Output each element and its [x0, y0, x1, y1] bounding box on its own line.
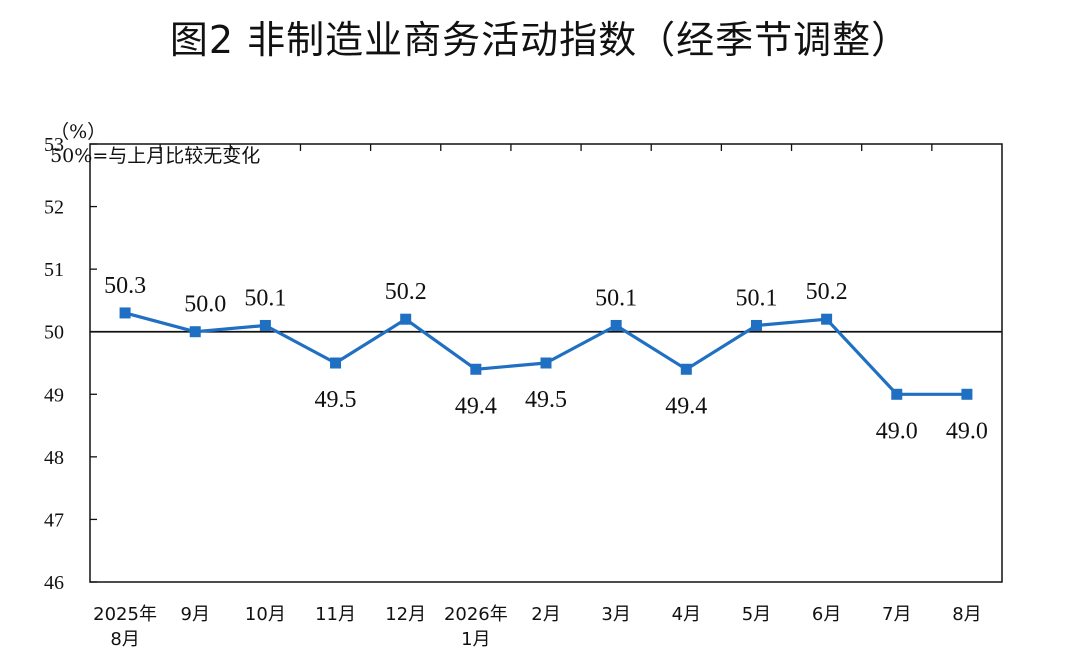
x-tick-label: 2026年 — [444, 604, 508, 625]
y-tick-label: 52 — [44, 197, 64, 219]
data-point — [189, 326, 201, 338]
x-tick-label: 4月 — [672, 604, 701, 625]
data-point — [119, 307, 131, 319]
x-tick-label: 12月 — [385, 604, 426, 625]
y-tick-label: 46 — [44, 572, 64, 594]
x-tick-label: 2025年 — [93, 604, 157, 625]
data-label: 50.0 — [184, 292, 226, 318]
data-point — [961, 388, 973, 400]
data-label: 50.2 — [806, 279, 848, 305]
data-labels: 50.3 50.0 50.1 49.5 50.2 49.4 49.5 50.1 49.4 50.1… — [104, 273, 988, 444]
x-tick-label: 1月 — [461, 629, 490, 650]
data-point — [821, 313, 833, 325]
series-line — [124, 311, 967, 396]
data-point — [259, 319, 271, 331]
chart-title: 图2 非制造业商务活动指数（经季节调整） — [169, 18, 911, 62]
data-point — [330, 357, 342, 369]
x-tick-label: 3月 — [601, 604, 630, 625]
y-axis-ticks: 46 47 48 49 50 51 52 53 — [44, 134, 97, 594]
data-label: 49.5 — [525, 387, 567, 413]
data-label: 50.1 — [735, 285, 777, 311]
data-point — [400, 313, 412, 325]
data-point — [470, 363, 482, 375]
x-tick-label: 6月 — [812, 604, 841, 625]
y-tick-label: 50 — [44, 322, 64, 344]
y-tick-label: 49 — [44, 384, 64, 406]
data-point — [750, 319, 762, 331]
x-tick-label: 2月 — [531, 604, 560, 625]
x-tick-label: 9月 — [181, 604, 210, 625]
data-label: 50.2 — [385, 279, 427, 305]
y-tick-label: 53 — [44, 134, 64, 156]
data-point — [610, 319, 622, 331]
x-tick-label: 7月 — [882, 604, 911, 625]
y-axis-unit: （%） — [50, 121, 107, 143]
y-tick-label: 48 — [44, 447, 64, 469]
data-label: 50.3 — [104, 273, 146, 299]
x-tick-label: 8月 — [952, 604, 981, 625]
data-label: 49.4 — [455, 393, 497, 419]
x-tick-label: 11月 — [315, 604, 356, 625]
data-point — [680, 363, 692, 375]
x-tick-label: 5月 — [742, 604, 771, 625]
plot-frame — [89, 143, 1003, 583]
data-markers — [119, 307, 973, 400]
x-tick-label: 8月 — [110, 629, 139, 650]
x-tick-label: 10月 — [245, 604, 286, 625]
data-label: 49.0 — [876, 418, 918, 444]
reference-annotation: 50%=与上月比较无变化 — [50, 145, 261, 167]
data-point — [891, 388, 903, 400]
x-axis-ticks — [159, 144, 933, 151]
x-axis-labels: 2025年 8月 9月 10月 11月 12月 2026年 1月 2月 3月 4月 5月 6月 7月 8月 — [93, 604, 981, 650]
data-label: 50.1 — [244, 285, 286, 311]
data-label: 49.4 — [665, 393, 707, 419]
data-point — [540, 357, 552, 369]
data-label: 49.5 — [315, 387, 357, 413]
data-label: 50.1 — [595, 285, 637, 311]
y-tick-label: 47 — [44, 509, 64, 531]
axis-note: （%） 50%=与上月比较无变化 — [38, 96, 260, 168]
data-label: 49.0 — [946, 418, 988, 444]
y-tick-label: 51 — [44, 259, 64, 281]
